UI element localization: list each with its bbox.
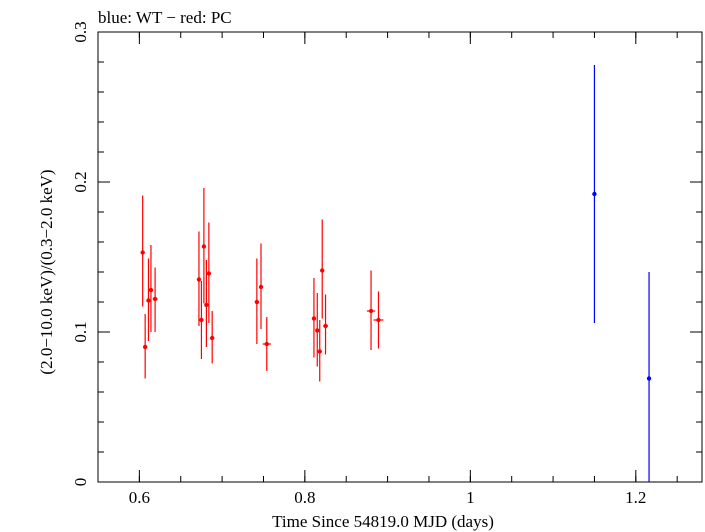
data-points bbox=[140, 65, 652, 482]
data-point bbox=[201, 244, 207, 249]
data-point bbox=[323, 323, 328, 329]
data-point bbox=[199, 317, 204, 323]
data-point bbox=[311, 316, 317, 321]
x-tick-label: 1 bbox=[466, 488, 475, 507]
data-point bbox=[206, 271, 212, 276]
data-point bbox=[646, 376, 652, 381]
data-point bbox=[140, 250, 145, 255]
data-point bbox=[209, 335, 215, 341]
y-tick-label: 0.2 bbox=[71, 171, 90, 192]
data-point bbox=[148, 287, 154, 293]
y-axis-label: (2.0−10.0 keV)/(0.3−2.0 keV) bbox=[37, 169, 56, 374]
data-point bbox=[320, 268, 325, 273]
x-tick-label: 1.2 bbox=[625, 488, 646, 507]
x-axis-label: Time Since 54819.0 MJD (days) bbox=[272, 512, 494, 531]
data-point bbox=[592, 191, 597, 197]
y-tick-label: 0.1 bbox=[71, 321, 90, 342]
x-axis: 0.6 0.8 1 1.2 bbox=[97, 32, 678, 507]
data-point bbox=[152, 296, 158, 302]
y-axis: 0 0.1 0.2 0.3 bbox=[71, 21, 702, 486]
data-point bbox=[146, 298, 151, 303]
y-tick-label: 0.3 bbox=[71, 21, 90, 42]
data-point bbox=[368, 308, 374, 314]
data-point bbox=[254, 299, 260, 305]
x-tick-label: 0.6 bbox=[129, 488, 150, 507]
chart-title: blue: WT − red: PC bbox=[98, 8, 232, 27]
data-point bbox=[196, 277, 202, 282]
data-point bbox=[204, 302, 209, 308]
data-point bbox=[142, 344, 148, 350]
data-point bbox=[258, 284, 264, 290]
y-tick-label: 0 bbox=[71, 478, 90, 487]
data-point bbox=[264, 341, 269, 347]
plot-frame bbox=[97, 31, 703, 483]
data-point bbox=[376, 317, 381, 323]
data-point bbox=[317, 349, 322, 354]
x-tick-label: 0.8 bbox=[294, 488, 315, 507]
data-point bbox=[315, 328, 320, 333]
